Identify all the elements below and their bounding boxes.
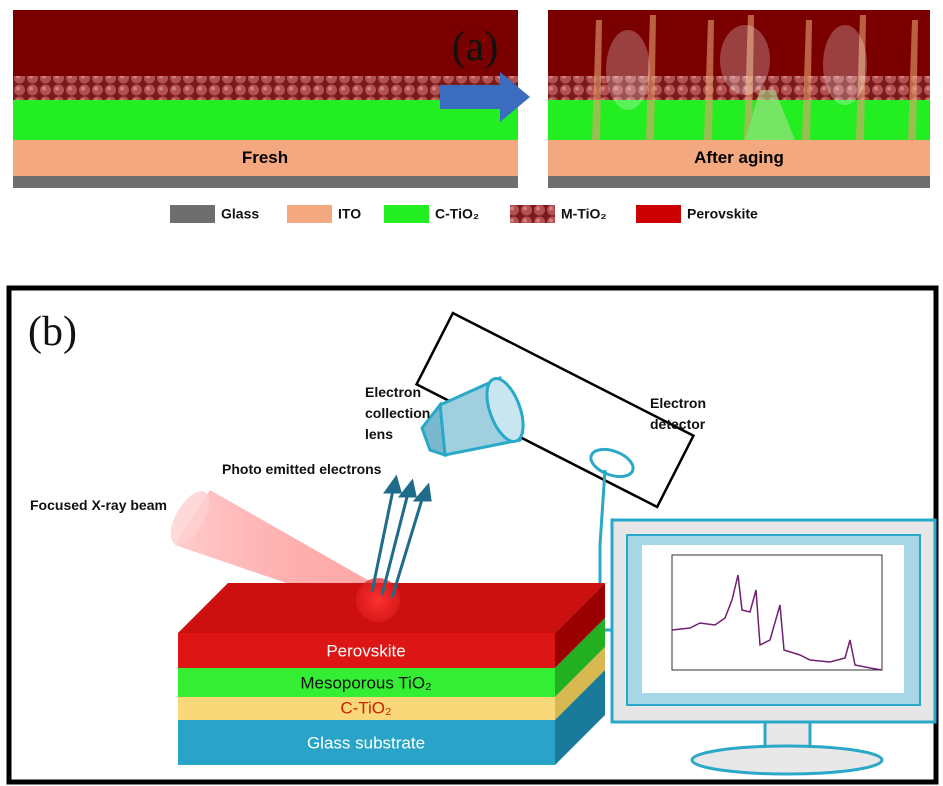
m-tio2-layer	[13, 76, 518, 100]
electrons-label: Photo emitted electrons	[222, 461, 382, 477]
legend-label: Glass	[221, 206, 259, 222]
beam-label: Focused X-ray beam	[30, 497, 167, 513]
fresh-label: Fresh	[242, 148, 288, 167]
lens-label: collection	[365, 405, 430, 421]
side-glass	[555, 670, 605, 765]
lens	[420, 375, 525, 458]
legend-swatch	[287, 205, 332, 223]
panel-label: (b)	[28, 309, 77, 355]
legend-label: C-TiO₂	[435, 206, 479, 222]
perovskite-layer	[13, 10, 518, 78]
degradation-streaks	[592, 15, 918, 140]
detector	[589, 447, 635, 479]
layer-glass	[178, 720, 555, 765]
arrow	[440, 72, 530, 122]
detector-label: detector	[650, 416, 706, 432]
detector-label: Electron	[650, 395, 706, 411]
layer-label: Glass substrate	[307, 733, 425, 752]
legend-label: M-TiO₂	[561, 206, 607, 222]
xray-spot	[356, 578, 400, 622]
legend-label: Perovskite	[687, 206, 758, 222]
m-tio2-layer	[548, 76, 930, 100]
layer-label: C-TiO₂	[340, 698, 391, 717]
layer-label: Mesoporous TiO₂	[300, 673, 431, 692]
c-tio2-layer	[13, 100, 518, 140]
layer-perovskite	[178, 633, 555, 668]
legend-swatch	[636, 205, 681, 223]
panel-label: (a)	[452, 24, 499, 70]
ito-layer	[548, 140, 930, 176]
lens-label: Electron	[365, 384, 421, 400]
ito-layer	[13, 140, 518, 176]
monitor	[610, 518, 937, 776]
layer-label: Perovskite	[326, 641, 405, 660]
glass-layer	[13, 176, 518, 188]
layer-ctio2	[178, 697, 555, 720]
xray-beam	[175, 490, 385, 610]
glass-layer	[548, 176, 930, 188]
haze	[606, 25, 867, 110]
legend-swatch	[170, 205, 215, 223]
c-tio2-layer	[548, 100, 930, 140]
side-ctio2	[555, 647, 605, 720]
side-perovskite	[555, 583, 605, 668]
beam-source	[170, 491, 210, 545]
legend-label: ITO	[338, 206, 361, 222]
legend-swatch	[384, 205, 429, 223]
legend-swatch	[510, 205, 555, 223]
fresh-stack: Fresh	[13, 10, 518, 188]
aged-stack: After aging	[548, 10, 930, 188]
perovskite-layer	[548, 10, 930, 78]
legend: Glass ITO C-TiO₂ M-TiO₂ Perovskite	[170, 205, 758, 223]
electrons	[370, 474, 432, 599]
aged-label: After aging	[694, 148, 784, 167]
side-meso	[555, 618, 605, 697]
lens-label: lens	[365, 426, 393, 442]
layer-meso	[178, 668, 555, 697]
